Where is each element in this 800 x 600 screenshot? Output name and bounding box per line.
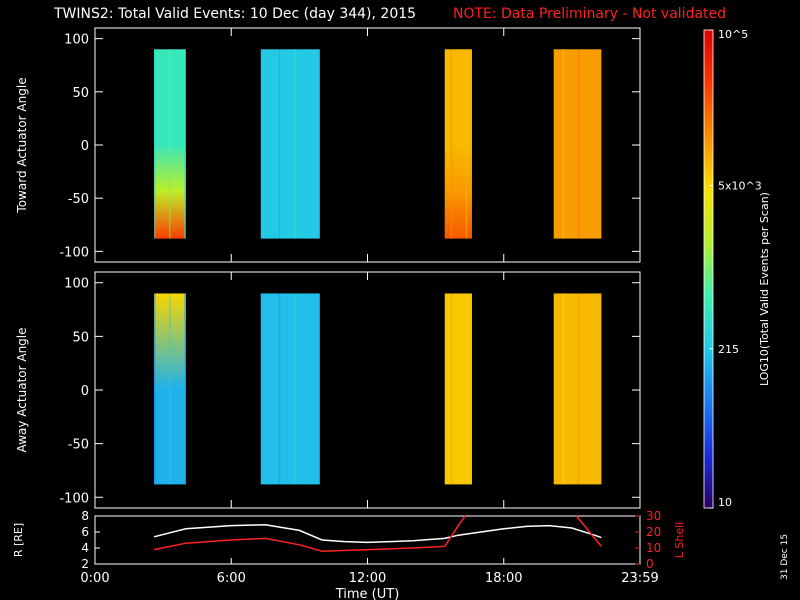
away-panel-data-streak — [465, 293, 468, 485]
toward-panel-data-streak — [465, 49, 468, 239]
away-panel-data-block — [260, 293, 320, 485]
orbit-ytick-label: 2 — [81, 557, 89, 571]
chart-title: TWINS2: Total Valid Events: 10 Dec (day … — [54, 6, 417, 22]
away-panel-data-streak — [562, 293, 565, 485]
orbit-y2tick-label: 30 — [646, 509, 661, 523]
away-panel-data-block — [444, 293, 472, 485]
away-panel-ytick-label: 0 — [81, 384, 89, 399]
away-panel-data-streak — [169, 293, 171, 485]
xtick-label: 18:00 — [485, 571, 522, 586]
xtick-label: 0:00 — [80, 571, 109, 586]
away-panel-data-block — [553, 293, 602, 485]
toward-panel-data-block — [553, 49, 602, 239]
toward-panel-data-streak — [263, 49, 266, 239]
toward-panel-data-streak — [450, 49, 453, 239]
toward-panel-data-block — [444, 49, 472, 239]
toward-panel-ytick-label: -100 — [59, 245, 89, 260]
preliminary-note: NOTE: Data Preliminary - Not validated — [453, 6, 727, 22]
orbit-y2label: L Shell — [673, 522, 686, 558]
xtick-label: 12:00 — [349, 571, 386, 586]
away-panel-data-streak — [293, 293, 296, 485]
away-panel-ytick-label: 100 — [64, 277, 89, 292]
away-panel-data-streak — [308, 293, 311, 485]
orbit-frame — [94, 515, 641, 565]
x-axis-label: Time (UT) — [335, 587, 400, 600]
colorbar-tick-label: 10 — [718, 496, 732, 509]
toward-panel-data-block — [260, 49, 320, 239]
away-panel-data-streak — [278, 293, 281, 485]
away-panel-data-streak — [184, 293, 186, 485]
toward-panel-ylabel: Toward Actuator Angle — [15, 77, 29, 213]
toward-panel-data-streak — [562, 49, 565, 239]
away-panel-ylabel: Away Actuator Angle — [15, 327, 29, 452]
colorbar-tick-label: 10^5 — [718, 28, 748, 41]
orbit-y2tick-label: 20 — [646, 525, 661, 539]
toward-panel-data-streak — [154, 49, 156, 239]
colorbar-tick-label: 5x10^3 — [718, 179, 762, 192]
away-panel-data-streak — [577, 293, 580, 485]
toward-panel-ytick-label: -50 — [68, 192, 89, 207]
toward-panel-ytick-label: 0 — [81, 139, 89, 154]
lshell-line — [575, 515, 602, 547]
toward-panel-data-streak — [184, 49, 186, 239]
xtick-label: 23:59 — [621, 571, 658, 586]
away-panel-ytick-label: -100 — [59, 491, 89, 506]
orbit-ytick-label: 6 — [81, 525, 89, 539]
toward-panel-data-streak — [169, 49, 171, 239]
orbit-ytick-label: 4 — [81, 541, 89, 555]
orbit-y2tick-label: 10 — [646, 541, 661, 555]
toward-panel-data-streak — [308, 49, 311, 239]
toward-panel-data-streak — [592, 49, 595, 239]
orbit-ytick-label: 8 — [81, 509, 89, 523]
away-panel-data-streak — [592, 293, 595, 485]
colorbar-label: LOG10(Total Valid Events per Scan) — [758, 192, 771, 386]
xtick-label: 6:00 — [217, 571, 246, 586]
away-panel-data-streak — [450, 293, 453, 485]
toward-panel-ytick-label: 100 — [64, 33, 89, 48]
colorbar-strip — [703, 29, 714, 509]
away-panel-ytick-label: 50 — [72, 330, 89, 345]
away-panel-data-streak — [263, 293, 266, 485]
away-panel-data-streak — [154, 293, 156, 485]
colorbar-tick-label: 215 — [718, 343, 739, 356]
toward-panel-data-streak — [577, 49, 580, 239]
toward-panel-data-streak — [293, 49, 296, 239]
radius-line — [153, 524, 602, 544]
lshell-line — [153, 515, 466, 552]
away-panel-ytick-label: -50 — [68, 438, 89, 453]
orbit-y2tick-label: 0 — [646, 557, 654, 571]
toward-panel-data-streak — [278, 49, 281, 239]
toward-panel-ytick-label: 50 — [72, 86, 89, 101]
orbit-ylabel: R [RE] — [12, 523, 25, 557]
